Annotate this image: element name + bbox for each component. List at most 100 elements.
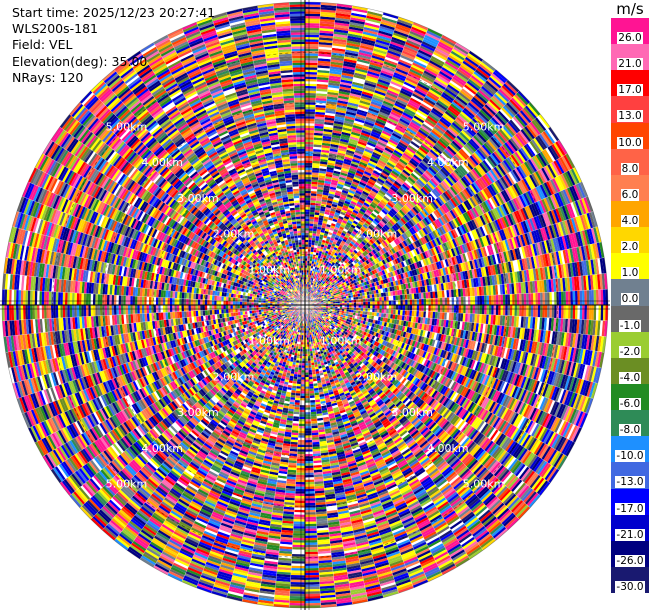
velocity-cell [563, 291, 567, 305]
velocity-cell [318, 39, 333, 44]
velocity-cell [397, 295, 401, 301]
velocity-cell [315, 97, 327, 102]
velocity-cell [374, 301, 378, 305]
velocity-cell [345, 113, 356, 119]
velocity-cell [310, 195, 317, 199]
velocity-cell [317, 62, 331, 67]
velocity-cell [305, 225, 310, 229]
velocity-cell [305, 253, 308, 257]
velocity-cell [316, 189, 324, 193]
velocity-cell [305, 200, 311, 203]
velocity-cell [386, 296, 389, 301]
velocity-cell [338, 88, 351, 93]
velocity-cell [598, 289, 602, 305]
velocity-cell [333, 125, 343, 130]
velocity-cell [305, 256, 308, 259]
velocity-cell [308, 242, 312, 245]
velocity-cell [519, 305, 522, 317]
velocity-cell [435, 305, 438, 312]
velocity-cell [309, 209, 315, 213]
velocity-cell [315, 252, 319, 256]
velocity-cell [319, 236, 324, 240]
velocity-cell [305, 90, 317, 94]
velocity-cell [512, 305, 515, 316]
velocity-cell [324, 211, 330, 215]
velocity-cell [348, 99, 360, 105]
velocity-cell [419, 298, 422, 305]
velocity-cell [481, 295, 485, 305]
velocity-cell [305, 265, 308, 268]
velocity-cell [479, 295, 483, 305]
velocity-cell [352, 5, 368, 11]
velocity-cell [563, 305, 567, 319]
velocity-cell [333, 120, 344, 125]
velocity-cell [334, 22, 350, 27]
velocity-cell [305, 120, 315, 124]
velocity-cell [472, 305, 476, 314]
velocity-cell [320, 154, 329, 158]
velocity-cell [305, 169, 313, 173]
velocity-cell [311, 170, 320, 173]
velocity-cell [374, 305, 378, 309]
velocity-cell [305, 125, 315, 129]
velocity-cell [602, 305, 606, 321]
velocity-cell [486, 295, 490, 305]
velocity-cell [537, 292, 541, 305]
velocity-cell [330, 56, 345, 61]
velocity-cell [305, 71, 318, 75]
velocity-cell [305, 99, 316, 103]
velocity-cell [321, 241, 326, 246]
velocity-cell [400, 299, 403, 305]
velocity-cell [358, 51, 372, 58]
velocity-cell [507, 305, 511, 316]
velocity-cell [355, 63, 369, 69]
velocity-cell [305, 13, 321, 17]
velocity-cell [315, 95, 327, 99]
velocity-cell [317, 255, 321, 259]
velocity-cell [311, 242, 315, 246]
velocity-cell [547, 292, 550, 305]
velocity-cell [356, 58, 371, 65]
velocity-cell [512, 294, 515, 305]
velocity-cell [321, 199, 328, 203]
velocity-cell [341, 129, 352, 134]
velocity-cell [362, 33, 377, 40]
velocity-cell [491, 305, 494, 315]
velocity-cell [507, 294, 511, 305]
velocity-cell [324, 178, 332, 182]
velocity-cell [420, 311, 424, 318]
velocity-cell [305, 188, 312, 191]
velocity-cell [325, 110, 336, 114]
velocity-cell [311, 263, 314, 267]
velocity-cell [317, 257, 321, 261]
velocity-cell [467, 296, 471, 305]
velocity-cell [371, 312, 375, 316]
velocity-cell [309, 223, 314, 227]
velocity-cell [437, 305, 441, 313]
velocity-cell [329, 186, 337, 191]
velocity-cell [433, 305, 436, 312]
velocity-cell [350, 88, 363, 94]
velocity-cell [323, 213, 330, 218]
velocity-cell [598, 305, 602, 321]
velocity-cell [305, 179, 312, 182]
velocity-cell [602, 289, 606, 305]
velocity-cell [420, 292, 424, 299]
velocity-cell [314, 242, 319, 246]
velocity-cell [305, 22, 320, 26]
velocity-cell [305, 92, 317, 96]
velocity-cell [406, 294, 410, 300]
velocity-cell [570, 305, 574, 320]
velocity-cell [428, 305, 431, 312]
velocity-cell [402, 305, 406, 311]
velocity-cell [565, 291, 569, 305]
velocity-cell [369, 311, 373, 316]
velocity-cell [388, 295, 392, 301]
velocity-cell [305, 95, 316, 98]
velocity-cell [322, 133, 332, 137]
velocity-cell [372, 301, 375, 305]
velocity-cell [314, 259, 318, 263]
velocity-cell [526, 305, 529, 317]
velocity-cell [390, 309, 394, 315]
velocity-cell [311, 240, 316, 243]
